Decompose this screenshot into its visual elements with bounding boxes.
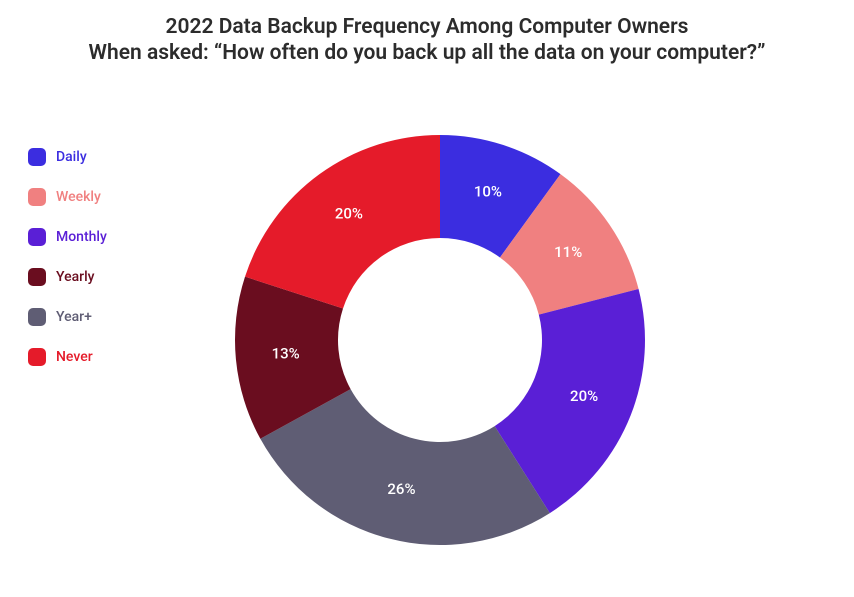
donut-hole [339, 239, 542, 442]
chart-container: 2022 Data Backup Frequency Among Compute… [0, 0, 854, 597]
slice-label-weekly: 11% [554, 243, 582, 261]
slice-label-monthly: 20% [570, 387, 598, 405]
slice-label-year_plus: 26% [387, 480, 415, 498]
slice-label-daily: 10% [474, 183, 502, 201]
slice-label-never: 20% [335, 205, 363, 223]
slice-label-yearly: 13% [272, 345, 300, 363]
donut-chart: 10% 11% 20% 26% 13% 20% [0, 0, 854, 597]
